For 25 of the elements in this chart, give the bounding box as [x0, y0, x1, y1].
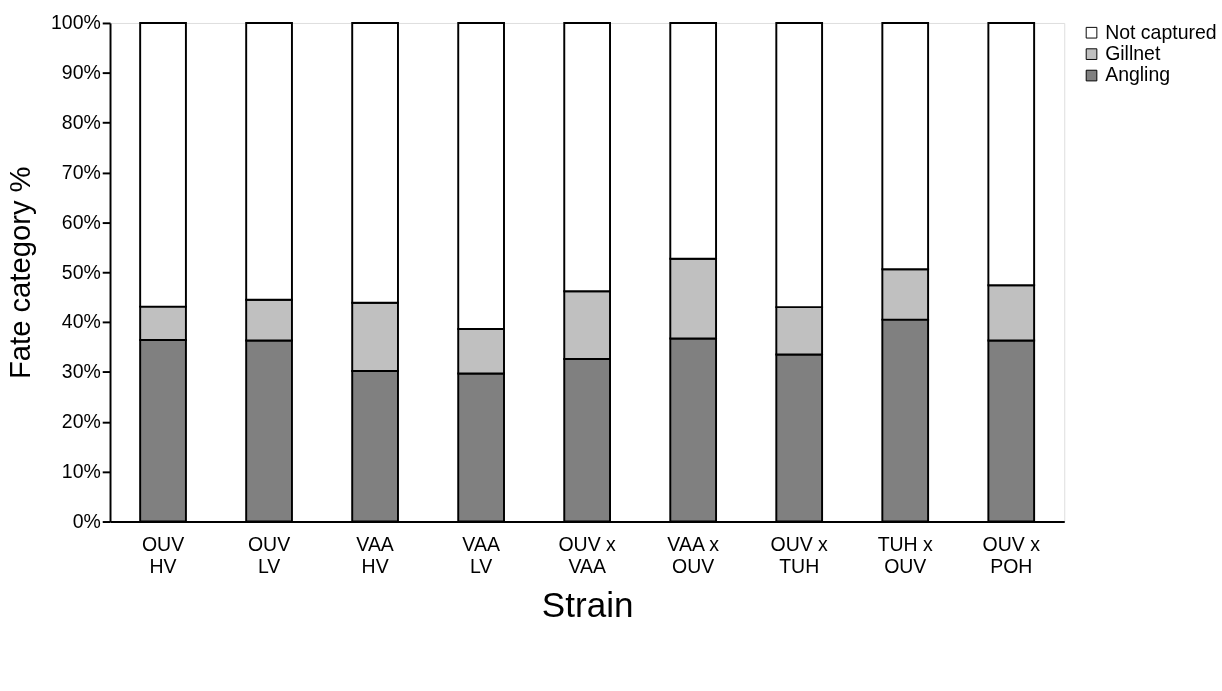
y-tick-label: 90% — [61, 61, 101, 84]
x-tick-label: OUV x TUH — [770, 533, 829, 577]
x-tick-label: VAA x OUV — [667, 533, 720, 577]
y-tick-label: 0% — [72, 509, 101, 532]
y-tick-label: 100% — [50, 11, 101, 34]
legend-label: Gillnet — [1105, 41, 1161, 64]
y-tick-label: 20% — [61, 410, 101, 433]
x-tick-label: VAA HV — [356, 533, 394, 577]
x-axis-title: Strain — [541, 585, 634, 625]
legend-label: Angling — [1105, 63, 1171, 86]
legend-label: Not captured — [1105, 20, 1217, 43]
x-tick-label: OUV LV — [247, 533, 291, 577]
y-tick-label: 70% — [61, 160, 101, 183]
x-tick-label: OUV x POH — [982, 533, 1041, 577]
y-tick-label: 30% — [61, 360, 101, 383]
y-tick-label: 10% — [61, 459, 101, 482]
y-tick-label: 50% — [61, 260, 101, 283]
y-tick-label: 40% — [61, 310, 101, 333]
x-tick-label: OUV x VAA — [558, 533, 617, 577]
y-tick-label: 80% — [61, 111, 101, 134]
x-tick-label: OUV HV — [141, 533, 185, 577]
x-tick-label: TUH x OUV — [877, 533, 934, 577]
y-tick-label: 60% — [61, 210, 101, 233]
x-tick-label: VAA LV — [462, 533, 500, 577]
y-axis-title: Fate category % — [3, 166, 36, 380]
